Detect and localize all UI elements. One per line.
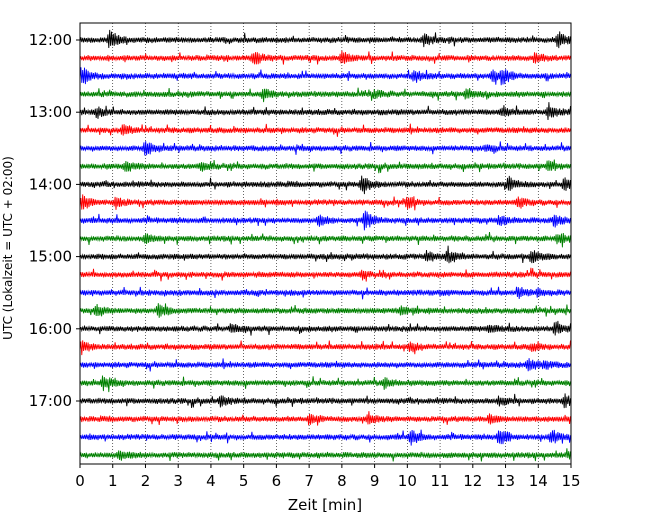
y-tick-label: 14:00 [29,175,72,193]
trace-1415 [79,194,571,211]
trace-1245 [79,87,571,103]
y-tick-label: 16:00 [29,320,72,338]
trace-1545 [79,303,571,318]
trace-1600 [79,320,571,336]
y-axis-label: UTC (Lokalzeit = UTC + 02:00) [1,156,15,340]
x-tick-label: 2 [141,472,151,490]
x-tick-label: 3 [173,472,183,490]
trace-1615 [79,340,571,356]
y-tick-label: 12:00 [29,31,72,49]
seismic-traces [79,29,571,462]
trace-1400 [79,175,571,195]
x-tick-label: 10 [398,472,417,490]
y-tick-label: 15:00 [29,248,72,266]
x-tick-label: 4 [206,472,216,490]
trace-1730 [79,429,571,446]
trace-1745 [79,448,571,462]
y-tick-label: 17:00 [29,392,72,410]
x-tick-label: 13 [496,472,515,490]
trace-1230 [79,67,571,86]
trace-1630 [79,358,571,372]
plot-frame [79,22,572,465]
x-tick-label: 15 [561,472,580,490]
trace-1330 [79,141,571,156]
x-tick-label: 5 [239,472,249,490]
trace-1315 [79,123,571,137]
y-axis-ticks: 12:00 13:00 14:00 15:00 16:00 17:00 [29,31,80,410]
trace-1515 [79,267,571,282]
x-tick-label: 12 [463,472,482,490]
x-tick-label: 11 [431,472,450,490]
x-tick-label: 14 [529,472,548,490]
trace-1530 [79,286,571,300]
trace-1445 [79,231,571,248]
x-axis-label: Zeit [min] [288,496,362,514]
trace-1700 [79,393,571,409]
x-tick-label: 8 [337,472,347,490]
x-tick-label: 6 [272,472,282,490]
trace-1215 [79,50,571,65]
trace-1300 [79,102,571,121]
y-tick-label: 13:00 [29,103,72,121]
trace-1715 [79,411,571,426]
trace-1645 [79,375,571,393]
trace-1345 [79,159,571,174]
vertical-grid [112,23,539,464]
x-tick-label: 0 [75,472,85,490]
trace-1500 [79,245,571,264]
trace-1430 [79,210,571,231]
x-tick-label: 1 [108,472,118,490]
x-axis-ticks: 0 1 2 3 4 5 6 7 8 9 10 11 12 13 14 15 [75,464,581,490]
trace-1200 [79,29,571,49]
x-tick-label: 9 [370,472,380,490]
x-tick-label: 7 [304,472,314,490]
